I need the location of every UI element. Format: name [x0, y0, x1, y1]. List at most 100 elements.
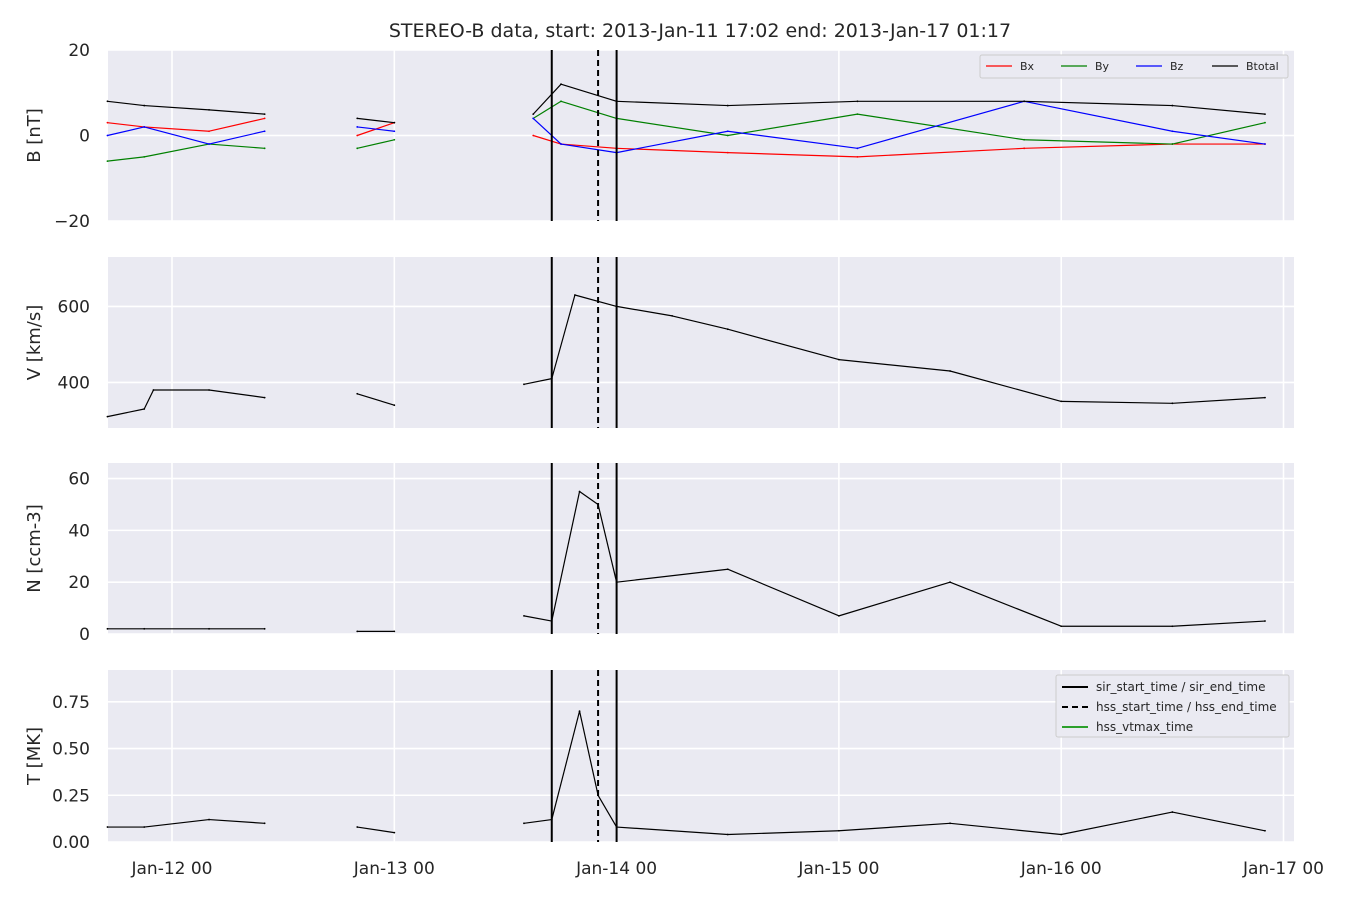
series-segment	[949, 370, 1062, 402]
data-point	[1171, 104, 1174, 107]
x-tick-label: Jan-13 00	[353, 859, 435, 879]
data-point	[523, 822, 525, 825]
series-bz	[106, 100, 1266, 154]
series-segment	[616, 568, 728, 583]
data-point	[1060, 833, 1063, 836]
y-axis-label: B [nT]	[24, 108, 45, 163]
data-point	[143, 126, 146, 128]
x-tick-label: Jan-15 00	[797, 859, 879, 879]
data-point	[578, 710, 581, 713]
data-point	[106, 134, 109, 137]
data-point	[523, 383, 525, 386]
series-segment	[597, 794, 618, 828]
data-point	[393, 130, 396, 133]
series-segment	[1024, 143, 1173, 149]
data-point	[560, 83, 562, 86]
data-point	[838, 358, 840, 361]
series-segment	[532, 100, 562, 119]
series-segment	[532, 117, 562, 145]
data-point	[106, 627, 109, 630]
data-point	[393, 138, 396, 141]
y-tick-label: 20	[68, 41, 90, 61]
data-point	[263, 113, 266, 116]
data-point	[856, 155, 859, 158]
data-point	[532, 134, 535, 137]
data-point	[1264, 121, 1266, 124]
data-point	[263, 130, 266, 133]
series-segment	[949, 822, 1062, 836]
data-point	[578, 490, 581, 493]
series-segment	[208, 117, 265, 132]
data-point	[1171, 143, 1174, 145]
data-point	[1023, 100, 1026, 103]
series-segment	[357, 393, 395, 406]
data-point	[356, 630, 359, 633]
series-segment	[209, 818, 265, 824]
series-segment	[533, 134, 562, 145]
panel-density: 60 40 20 0 N [ccm-3]	[24, 463, 1294, 645]
series-segment	[208, 389, 265, 399]
data-point	[263, 396, 266, 399]
data-point	[356, 126, 359, 128]
series-segment	[727, 830, 839, 836]
x-tick-label: Jan-17 00	[1242, 859, 1324, 879]
data-point	[523, 614, 525, 617]
data-point	[143, 155, 146, 158]
data-point	[574, 294, 576, 296]
series-segment	[1172, 811, 1266, 832]
legend-box	[1055, 674, 1290, 738]
series-bx	[106, 117, 1266, 158]
data-point	[106, 160, 109, 163]
data-point	[356, 117, 359, 120]
data-point	[106, 121, 109, 124]
data-point	[949, 370, 951, 372]
series-segment	[1061, 811, 1173, 836]
series-segment	[597, 504, 618, 583]
series-segment	[144, 126, 210, 132]
panel-speed: 600 400 V [km/s]	[24, 257, 1294, 428]
series-segment	[357, 126, 395, 132]
data-point	[143, 104, 146, 107]
data-point	[356, 134, 359, 137]
series-segment	[727, 328, 840, 361]
legend-label: Bz	[1170, 60, 1184, 73]
data-point	[1171, 625, 1174, 628]
series-segment	[144, 143, 210, 158]
data-point	[1060, 625, 1063, 628]
data-point	[726, 134, 729, 137]
plot-background	[108, 257, 1294, 428]
series-segment	[209, 143, 265, 149]
data-point	[143, 627, 146, 630]
series-segment	[727, 100, 858, 107]
data-point	[263, 117, 266, 120]
series-segment	[209, 109, 265, 115]
data-point	[838, 614, 840, 617]
data-point	[106, 826, 109, 828]
data-point	[949, 581, 951, 584]
y-tick-label: 60	[68, 470, 90, 490]
series-segment	[357, 826, 395, 834]
series-btotal	[106, 83, 1266, 124]
series-segment	[672, 315, 728, 330]
series-segment	[1172, 397, 1266, 404]
y-tick-label: 0	[79, 127, 90, 147]
series-segment	[143, 389, 155, 410]
data-point	[560, 143, 562, 145]
series-segment	[144, 818, 210, 828]
y-tick-label: 0.50	[52, 740, 90, 760]
series-segment	[560, 143, 617, 149]
x-axis: Jan-12 00 Jan-13 00 Jan-14 00 Jan-15 00 Jan-…	[130, 859, 1324, 879]
data-point	[263, 627, 266, 630]
series-segment	[357, 139, 395, 149]
data-point	[356, 826, 359, 828]
y-tick-label: 0.75	[52, 693, 90, 713]
series-segment	[560, 143, 617, 154]
series-segment	[560, 83, 617, 102]
data-point	[393, 404, 396, 407]
series-segment	[1024, 100, 1173, 132]
x-tick-label: Jan-12 00	[130, 859, 212, 879]
data-point	[1060, 400, 1063, 403]
data-point	[393, 831, 396, 834]
series-segment	[616, 130, 728, 154]
y-axis-label: V [km/s]	[24, 305, 45, 380]
